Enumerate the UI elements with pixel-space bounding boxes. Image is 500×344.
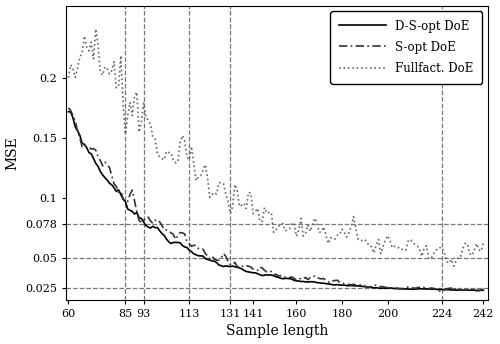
Fullfact. DoE <box>66 76 71 80</box>
S-opt DoE <box>244 264 250 268</box>
Fullfact. DoE <box>122 132 128 136</box>
Y-axis label: MSE: MSE <box>6 136 20 170</box>
S-opt DoE <box>437 289 443 293</box>
D-S-opt DoE <box>120 197 126 201</box>
Line: D-S-opt DoE: D-S-opt DoE <box>68 112 484 290</box>
S-opt DoE <box>196 247 202 251</box>
Line: Fullfact. DoE: Fullfact. DoE <box>68 29 484 266</box>
Fullfact. DoE <box>68 63 73 67</box>
Legend: D-S-opt DoE, S-opt DoE, Fullfact. DoE: D-S-opt DoE, S-opt DoE, Fullfact. DoE <box>330 11 482 84</box>
S-opt DoE <box>120 197 126 201</box>
S-opt DoE <box>130 188 136 192</box>
Fullfact. DoE <box>132 94 138 98</box>
D-S-opt DoE <box>196 254 202 258</box>
Fullfact. DoE <box>450 264 456 268</box>
D-S-opt DoE <box>244 269 250 273</box>
D-S-opt DoE <box>476 288 482 292</box>
X-axis label: Sample length: Sample length <box>226 324 328 338</box>
Fullfact. DoE <box>93 27 99 31</box>
D-S-opt DoE <box>68 110 73 114</box>
Line: S-opt DoE: S-opt DoE <box>68 108 484 291</box>
S-opt DoE <box>68 108 73 112</box>
S-opt DoE <box>480 287 486 291</box>
Fullfact. DoE <box>246 190 252 194</box>
Fullfact. DoE <box>480 241 486 245</box>
S-opt DoE <box>66 106 71 110</box>
D-S-opt DoE <box>130 209 136 214</box>
Fullfact. DoE <box>198 174 203 178</box>
D-S-opt DoE <box>66 110 71 114</box>
S-opt DoE <box>275 274 281 278</box>
D-S-opt DoE <box>275 275 281 279</box>
Fullfact. DoE <box>278 222 283 226</box>
D-S-opt DoE <box>480 288 486 292</box>
